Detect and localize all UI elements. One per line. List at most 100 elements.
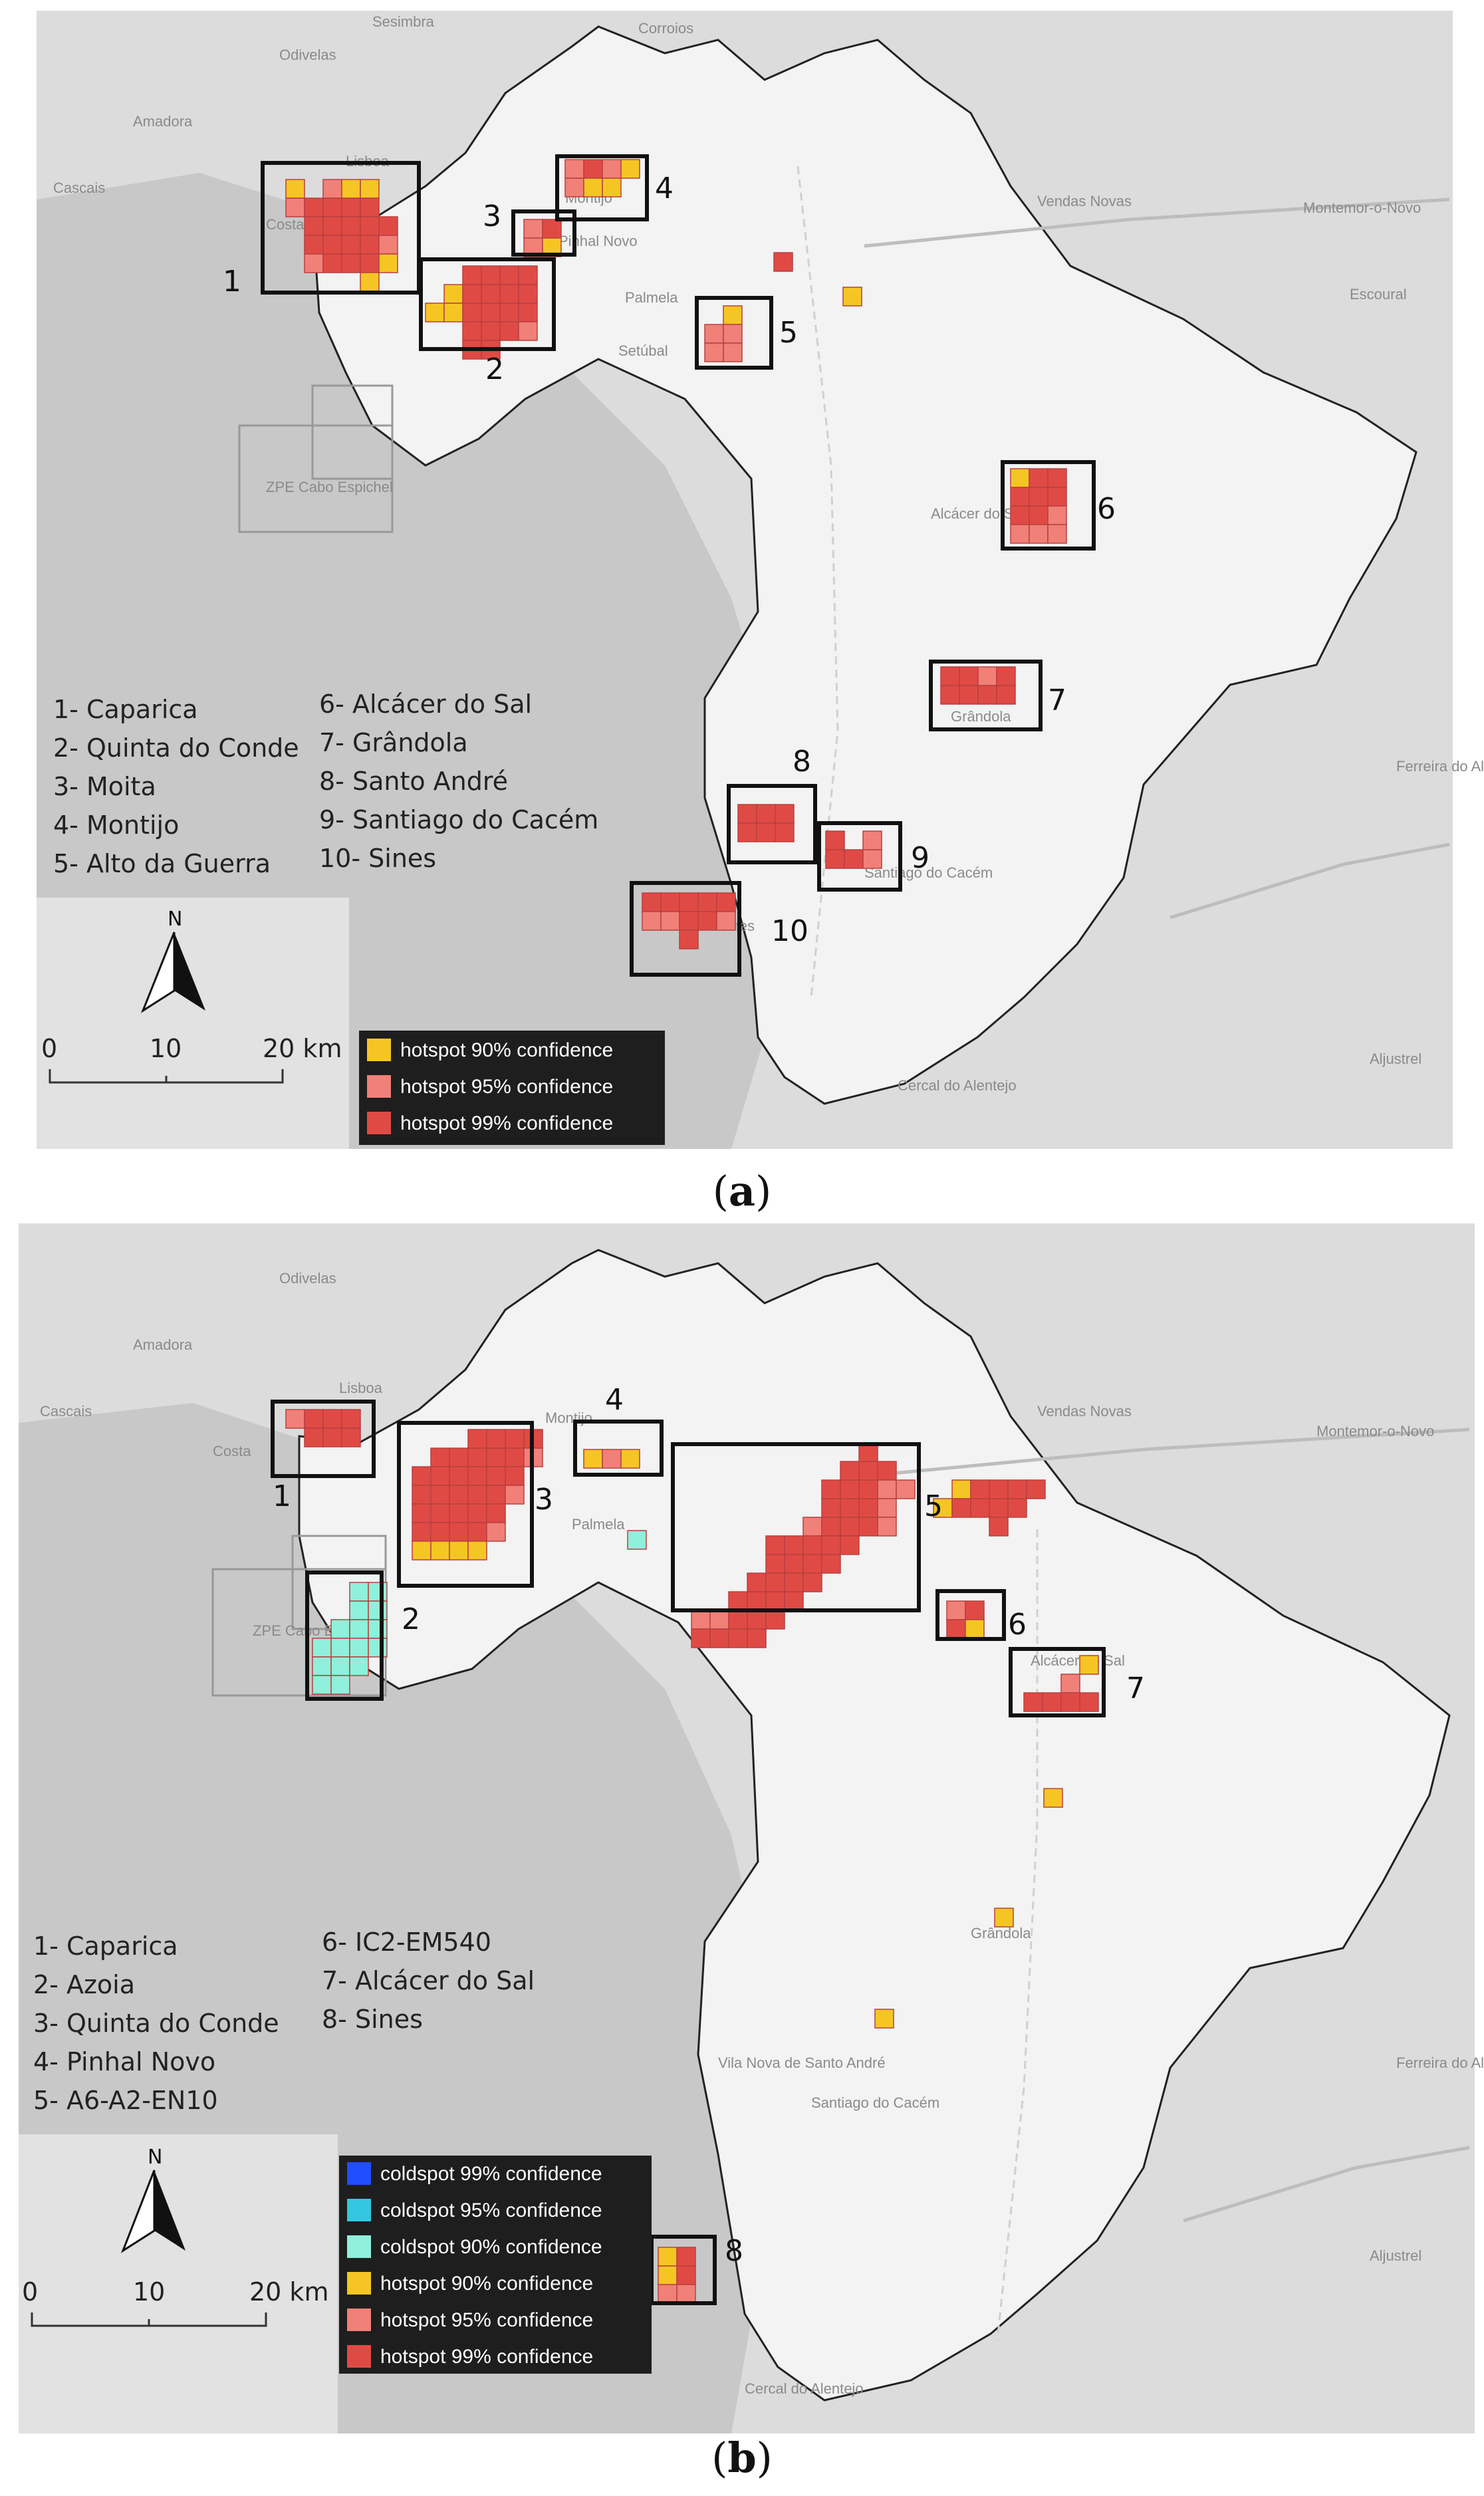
cluster-boxes-b: 1 2 3 4 5 6 7 8 xyxy=(271,1383,1145,2305)
hotspot-cell xyxy=(1029,505,1049,525)
hotspot-cell xyxy=(704,324,724,344)
hotspot-cell xyxy=(368,1619,388,1639)
map-panel-a: Sesimbra Corroios Montijo Vendas Novas M… xyxy=(0,0,1484,1223)
cluster-box xyxy=(305,1570,384,1701)
map-b-road xyxy=(864,1428,1470,1478)
hotspot-cell xyxy=(518,284,538,304)
hotspot-cell xyxy=(1010,524,1030,544)
cluster-box xyxy=(727,784,817,864)
hotspot-cell xyxy=(481,265,501,285)
hotspot-cell xyxy=(723,305,743,325)
hotspot-cell xyxy=(341,1428,361,1447)
hotspot-cell xyxy=(627,1530,647,1550)
cluster-box xyxy=(261,161,421,295)
hotspot-cell xyxy=(784,1591,804,1611)
place-label: Costa xyxy=(213,1443,251,1459)
hotspot-cell xyxy=(499,265,519,285)
hotspot-cell xyxy=(825,830,845,850)
cluster-number: 7 xyxy=(1126,1672,1145,1705)
hotspot-cell xyxy=(765,1591,785,1611)
hotspot-cell xyxy=(412,1541,432,1560)
hotspot-cell xyxy=(970,1498,990,1518)
legend-swatch xyxy=(347,2199,371,2221)
hotspot-cell xyxy=(285,1409,305,1429)
hotspot-cell xyxy=(564,178,584,197)
hotspot-cell xyxy=(676,2247,696,2267)
place-label: Amadora xyxy=(133,113,193,130)
hotspot-cell xyxy=(462,265,482,285)
hotspot-cell xyxy=(443,284,463,304)
place-label: Vendas Novas xyxy=(1037,1403,1132,1420)
legend-label: coldspot 95% confidence xyxy=(380,2199,602,2221)
hotspot-cell xyxy=(896,1479,916,1499)
hotspot-cell xyxy=(430,1522,450,1542)
panel-label-a: (a) xyxy=(0,1167,1484,1215)
place-label: Amadora xyxy=(133,1336,193,1353)
hotspot-cell xyxy=(499,303,519,322)
hotspot-cell xyxy=(709,1628,729,1648)
list-entry: 2- Azoia xyxy=(33,1970,135,1999)
hotspot-cell xyxy=(449,1485,469,1505)
hotspot-cell xyxy=(737,804,757,824)
hotspot-cell xyxy=(467,1485,487,1505)
list-entry: 5- Alto da Guerra xyxy=(53,849,271,878)
hotspot-cell xyxy=(660,911,680,931)
cluster-number: 1 xyxy=(223,265,241,299)
hotspot-cell xyxy=(322,235,342,255)
hotspot-cell xyxy=(330,1675,350,1695)
hotspot-cell xyxy=(840,1461,860,1481)
hotspot-cell xyxy=(430,1447,450,1467)
cluster-number: 9 xyxy=(911,841,929,875)
hotspot-cell xyxy=(518,303,538,322)
hotspot-cell xyxy=(1007,1498,1027,1518)
hotspot-cell xyxy=(412,1485,432,1505)
hotspot-cell xyxy=(821,1517,841,1537)
hotspot-cell xyxy=(430,1485,450,1505)
hotspot-cell xyxy=(970,1479,990,1499)
legend-swatch xyxy=(367,1112,391,1134)
place-label: Vendas Novas xyxy=(1037,193,1132,209)
hotspot-cell xyxy=(642,892,662,912)
map-b-road xyxy=(1183,2146,1470,2223)
hotspot-cell xyxy=(1010,468,1030,488)
hotspot-cell xyxy=(773,252,793,272)
cluster-boxes-a: 1 2 3 4 5 6 7 8 9 10 xyxy=(223,154,1116,977)
hotspot-cell xyxy=(505,1485,525,1505)
place-label: Grândola xyxy=(951,708,1011,725)
place-label: Santiago do Cacém xyxy=(811,2094,939,2111)
place-label: ZPE Cabo Espichel xyxy=(266,479,393,495)
hotspot-cell xyxy=(360,235,380,255)
hotspot-cell xyxy=(486,1429,506,1449)
cluster-box xyxy=(929,660,1043,731)
cluster-number: 3 xyxy=(535,1483,553,1517)
hotspot-cell xyxy=(341,179,361,199)
place-label: Montemor-o-Novo xyxy=(1303,199,1421,216)
hotspot-cell xyxy=(312,1638,332,1658)
hotspot-cell xyxy=(844,849,864,869)
hotspot-cell xyxy=(467,1503,487,1523)
list-entry: 4- Montijo xyxy=(53,811,179,840)
hotspot-cell xyxy=(467,1466,487,1486)
list-entry: 10- Sines xyxy=(319,844,436,873)
hotspot-cell xyxy=(691,1610,711,1630)
hotspot-cell xyxy=(312,1656,332,1676)
hotspot-cell xyxy=(765,1610,785,1630)
hotspot-cell xyxy=(499,321,519,341)
hotspot-cell xyxy=(1047,524,1067,544)
hotspot-cell xyxy=(518,265,538,285)
hotspot-cell xyxy=(449,1541,469,1560)
hotspot-cell xyxy=(304,253,324,273)
cluster-number: 4 xyxy=(655,172,674,205)
cluster-number: 10 xyxy=(771,914,808,948)
scale-bar xyxy=(49,1069,284,1084)
place-label: Palmela xyxy=(625,289,678,306)
hotspot-cell xyxy=(697,911,717,931)
legend-swatch xyxy=(347,2272,371,2295)
hotspot-cell xyxy=(728,1591,748,1611)
hotspot-cell xyxy=(378,253,398,273)
hotspot-cell xyxy=(583,178,603,197)
hotspot-cell xyxy=(989,1517,1009,1537)
cluster-number: 1 xyxy=(273,1479,291,1513)
hotspot-cell xyxy=(946,1619,966,1639)
hotspot-cell xyxy=(620,159,640,179)
